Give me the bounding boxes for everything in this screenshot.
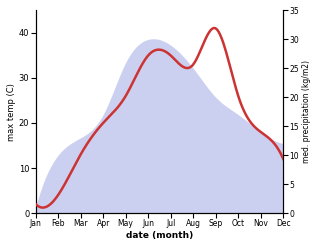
X-axis label: date (month): date (month) bbox=[126, 231, 193, 240]
Y-axis label: med. precipitation (kg/m2): med. precipitation (kg/m2) bbox=[302, 60, 311, 163]
Y-axis label: max temp (C): max temp (C) bbox=[7, 83, 16, 141]
